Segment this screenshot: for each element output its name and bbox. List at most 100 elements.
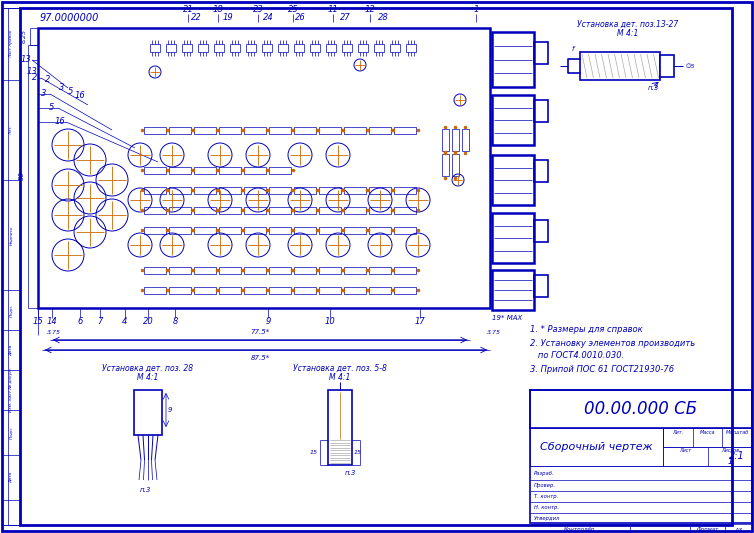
Bar [244,187,266,193]
Text: 27: 27 [339,13,351,22]
Bar [664,428,752,447]
Text: Дата: Дата [9,472,13,483]
Text: 25: 25 [287,5,299,14]
Text: Н. контр.: Н. контр. [534,505,559,510]
Text: Масштаб: Масштаб [725,431,749,435]
Bar [534,42,548,64]
Bar [194,187,216,193]
Bar [394,206,416,214]
Text: ∅5: ∅5 [686,63,695,69]
Text: п.3: п.3 [648,85,660,91]
Text: 10: 10 [325,318,336,327]
Bar [144,227,166,233]
Text: Лист: Лист [679,448,691,454]
Text: 21: 21 [182,5,193,14]
Text: 9: 9 [168,407,173,413]
Bar [452,154,458,176]
Bar [394,227,416,233]
Bar [394,126,416,133]
Bar [390,44,400,52]
Bar [319,206,341,214]
Text: f: f [572,46,575,52]
Bar [394,187,416,193]
Bar [278,44,288,52]
Bar [344,126,366,133]
Bar [344,287,366,294]
Bar [534,160,548,182]
Text: 13: 13 [26,68,38,77]
Text: Провер.: Провер. [534,483,556,488]
Bar [194,227,216,233]
Bar [219,227,241,233]
Bar [342,44,352,52]
Text: М 4:1: М 4:1 [329,374,351,383]
Text: Разраб.: Разраб. [534,471,555,475]
Text: 15: 15 [32,318,44,327]
Text: 3: 3 [60,83,65,92]
Text: 19* MAX: 19* MAX [492,315,523,321]
Bar [580,52,660,80]
Bar [344,266,366,273]
Bar [269,266,291,273]
Bar [294,266,316,273]
Text: 9: 9 [265,318,271,327]
Bar [169,206,191,214]
Bar [269,227,291,233]
Text: Утвердил: Утвердил [534,516,560,521]
Bar [269,126,291,133]
Text: 15: 15 [354,450,362,456]
Text: 2: 2 [45,76,51,85]
Bar [198,44,208,52]
Bar [310,44,320,52]
Bar [169,287,191,294]
Bar [326,44,336,52]
Bar [534,100,548,122]
Bar [169,126,191,133]
Text: 5: 5 [49,103,55,112]
Bar [406,44,416,52]
Text: 18: 18 [213,5,223,14]
Bar [534,220,548,242]
Bar [452,129,458,151]
Bar [319,126,341,133]
Text: 14: 14 [47,318,57,327]
Bar [246,44,256,52]
Bar [294,206,316,214]
Bar [492,270,534,310]
Bar [294,287,316,294]
Bar [319,266,341,273]
Text: 16: 16 [75,92,85,101]
Text: Подп.: Подп. [9,303,13,317]
Text: 8: 8 [173,318,178,327]
Text: Формат: Формат [697,528,719,532]
Bar [394,266,416,273]
Bar [319,227,341,233]
Text: М 4:1: М 4:1 [137,374,158,383]
Bar [144,166,166,174]
Text: 15: 15 [310,450,318,456]
Bar [319,187,341,193]
Bar [269,287,291,294]
Bar [369,227,391,233]
Text: Надпись: Надпись [9,225,13,245]
Bar [219,166,241,174]
Bar [244,266,266,273]
Bar [219,126,241,133]
Bar [344,206,366,214]
Bar [144,266,166,273]
Bar [492,213,534,263]
Text: 24: 24 [262,13,274,22]
Bar [150,44,160,52]
Bar [8,8,20,525]
Bar [244,287,266,294]
Text: Лит.: Лит. [673,431,684,435]
Text: Т. контр.: Т. контр. [534,494,558,499]
Bar [194,126,216,133]
Bar [269,187,291,193]
Bar [269,206,291,214]
Bar [219,187,241,193]
Bar [369,126,391,133]
Text: 77.5*: 77.5* [250,329,270,335]
Text: п.3: п.3 [140,487,152,493]
Bar [530,428,664,466]
